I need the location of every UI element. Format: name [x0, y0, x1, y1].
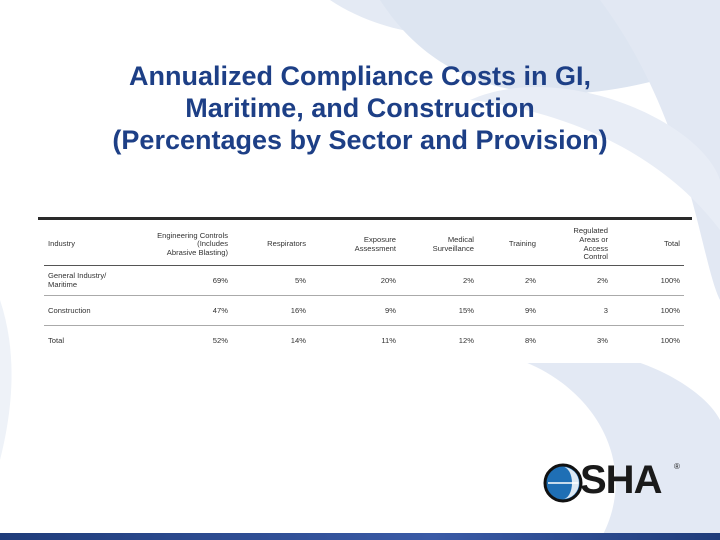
title-line: Maritime, and Construction [185, 93, 535, 124]
table-cell: 3% [597, 335, 608, 345]
header-training: Training [478, 225, 540, 266]
slide-title: Annualized Compliance Costs in GI, Marit… [40, 60, 680, 156]
osha-globe-icon [543, 463, 583, 503]
table-cell: 3 [540, 295, 612, 326]
table-row: General Industry/ Maritime 69% 5% 20% 2%… [44, 265, 684, 296]
table-cell: 2% [478, 265, 540, 296]
header-exposure-assessment: Exposure Assessment [310, 225, 400, 266]
bottom-band [0, 533, 720, 540]
row-industry-label: Total [48, 335, 65, 345]
table-row: Construction 47% 16% 9% 15% 9% 3 100% [44, 295, 684, 326]
osha-logo: SHA ® [543, 458, 688, 505]
header-industry: Industry [44, 225, 132, 266]
row-industry-label: General Industry/ Maritime [44, 265, 132, 296]
table-cell: 69% [132, 265, 232, 296]
table-cell: 9% [478, 295, 540, 326]
table-cell: 14% [290, 335, 306, 345]
registered-mark: ® [674, 462, 680, 471]
table-cell: 52% [212, 335, 228, 345]
header-regulated-areas: Regulated Areas or Access Control [540, 225, 612, 266]
table-cell: 5% [232, 265, 310, 296]
table-cell: 100% [612, 265, 684, 296]
table-cell: 20% [310, 265, 400, 296]
table-cell: 16% [232, 295, 310, 326]
table-top-rule [38, 217, 692, 220]
logo-wordmark: SHA [580, 458, 662, 502]
header-medical-surveillance: Medical Surveillance [400, 225, 478, 266]
table-cell: 47% [132, 295, 232, 326]
row-industry-label: Construction [44, 295, 132, 326]
header-total: Total [612, 225, 684, 266]
table-cell: 2% [400, 265, 478, 296]
table-cell: 2% [540, 265, 612, 296]
table-cell: 100% [660, 335, 680, 345]
table-header-row: Industry Engineering Controls (Includes … [44, 225, 684, 266]
compliance-cost-table: Industry Engineering Controls (Includes … [44, 225, 684, 355]
table-cell: 8% [525, 335, 536, 345]
title-line: (Percentages by Sector and Provision) [112, 125, 608, 156]
header-respirators: Respirators [232, 225, 310, 266]
cost-table-panel: Industry Engineering Controls (Includes … [38, 217, 692, 363]
header-engineering-controls: Engineering Controls (Includes Abrasive … [132, 225, 232, 266]
table-row-total: Total 52% 14% 11% 12% 8% 3% 100% [44, 325, 684, 355]
table-cell: 11% [381, 335, 396, 345]
table-cell: 15% [400, 295, 478, 326]
title-line: Annualized Compliance Costs in GI, [128, 61, 592, 91]
table-cell: 12% [458, 335, 474, 345]
table-cell: 9% [310, 295, 400, 326]
table-cell: 100% [612, 295, 684, 326]
